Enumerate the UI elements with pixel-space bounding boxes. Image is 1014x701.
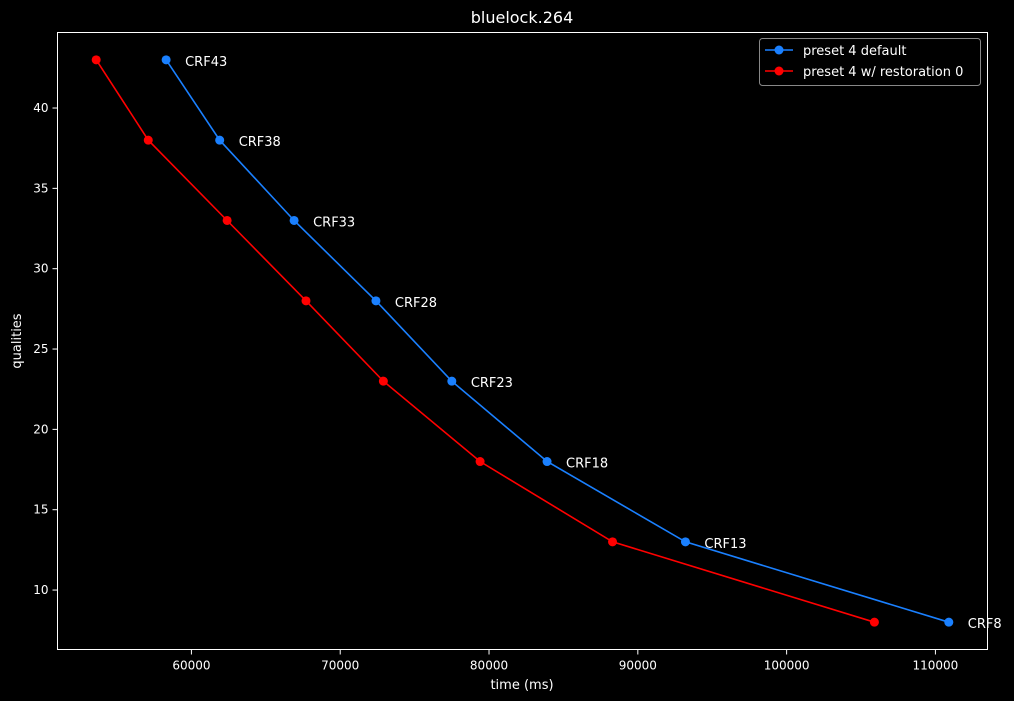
point-label: CRF13: [704, 537, 746, 552]
point-label: CRF38: [239, 135, 281, 150]
series-1-point: [680, 537, 690, 547]
y-tick-label: 10: [33, 583, 48, 597]
y-axis-ticks: 10 15 20 25 30 35 40: [33, 101, 58, 597]
point-label: CRF8: [968, 617, 1002, 632]
point-label: CRF43: [185, 55, 227, 70]
series-1-point: [447, 376, 457, 386]
series-1-point: [289, 215, 299, 225]
series-2-point: [301, 296, 311, 306]
point-labels: CRF43 CRF38 CRF33 CRF28 CRF23 CRF18 CRF13 CRF8: [185, 55, 1002, 632]
legend-box: [759, 38, 981, 86]
x-tick-label: 100000: [764, 659, 810, 673]
series-2-point: [143, 135, 153, 145]
y-tick-label: 15: [33, 503, 48, 517]
x-tick-label: 90000: [619, 659, 657, 673]
plot-area-frame: [57, 32, 988, 650]
legend-marker: [774, 45, 784, 55]
y-tick-label: 25: [33, 342, 48, 356]
series-2-point: [608, 537, 618, 547]
chart-title: bluelock.264: [471, 8, 574, 27]
legend-marker: [774, 66, 784, 76]
y-tick-label: 20: [33, 422, 48, 436]
point-label: CRF33: [313, 215, 355, 230]
y-axis-label: qualities: [10, 313, 25, 368]
series-1-point: [215, 135, 225, 145]
y-tick-label: 30: [33, 262, 48, 276]
point-label: CRF28: [395, 296, 437, 311]
legend-entry-label: preset 4 w/ restoration 0: [803, 65, 963, 80]
series-2-point: [378, 376, 388, 386]
x-axis-label: time (ms): [490, 678, 553, 693]
point-label: CRF23: [471, 376, 513, 391]
legend: preset 4 default preset 4 w/ restoration …: [759, 38, 981, 86]
series-layer: [91, 55, 954, 627]
series-line-1: [165, 59, 950, 623]
y-tick-label: 40: [33, 101, 48, 115]
series-1-point: [161, 55, 171, 65]
x-tick-label: 70000: [321, 659, 359, 673]
x-tick-label: 80000: [470, 659, 508, 673]
series-2-point: [869, 617, 879, 627]
x-axis-ticks: 60000 70000 80000 90000 100000 110000: [172, 649, 959, 673]
series-2-point: [475, 457, 485, 467]
series-1-point: [371, 296, 381, 306]
series-line-2: [95, 59, 875, 623]
series-2-point: [222, 215, 232, 225]
series-2-point: [91, 55, 101, 65]
x-tick-label: 110000: [913, 659, 959, 673]
y-tick-label: 35: [33, 181, 48, 195]
legend-entry-label: preset 4 default: [803, 44, 906, 59]
x-tick-label: 60000: [172, 659, 210, 673]
point-label: CRF18: [566, 457, 608, 472]
series-1-point: [944, 617, 954, 627]
series-1-point: [542, 457, 552, 467]
